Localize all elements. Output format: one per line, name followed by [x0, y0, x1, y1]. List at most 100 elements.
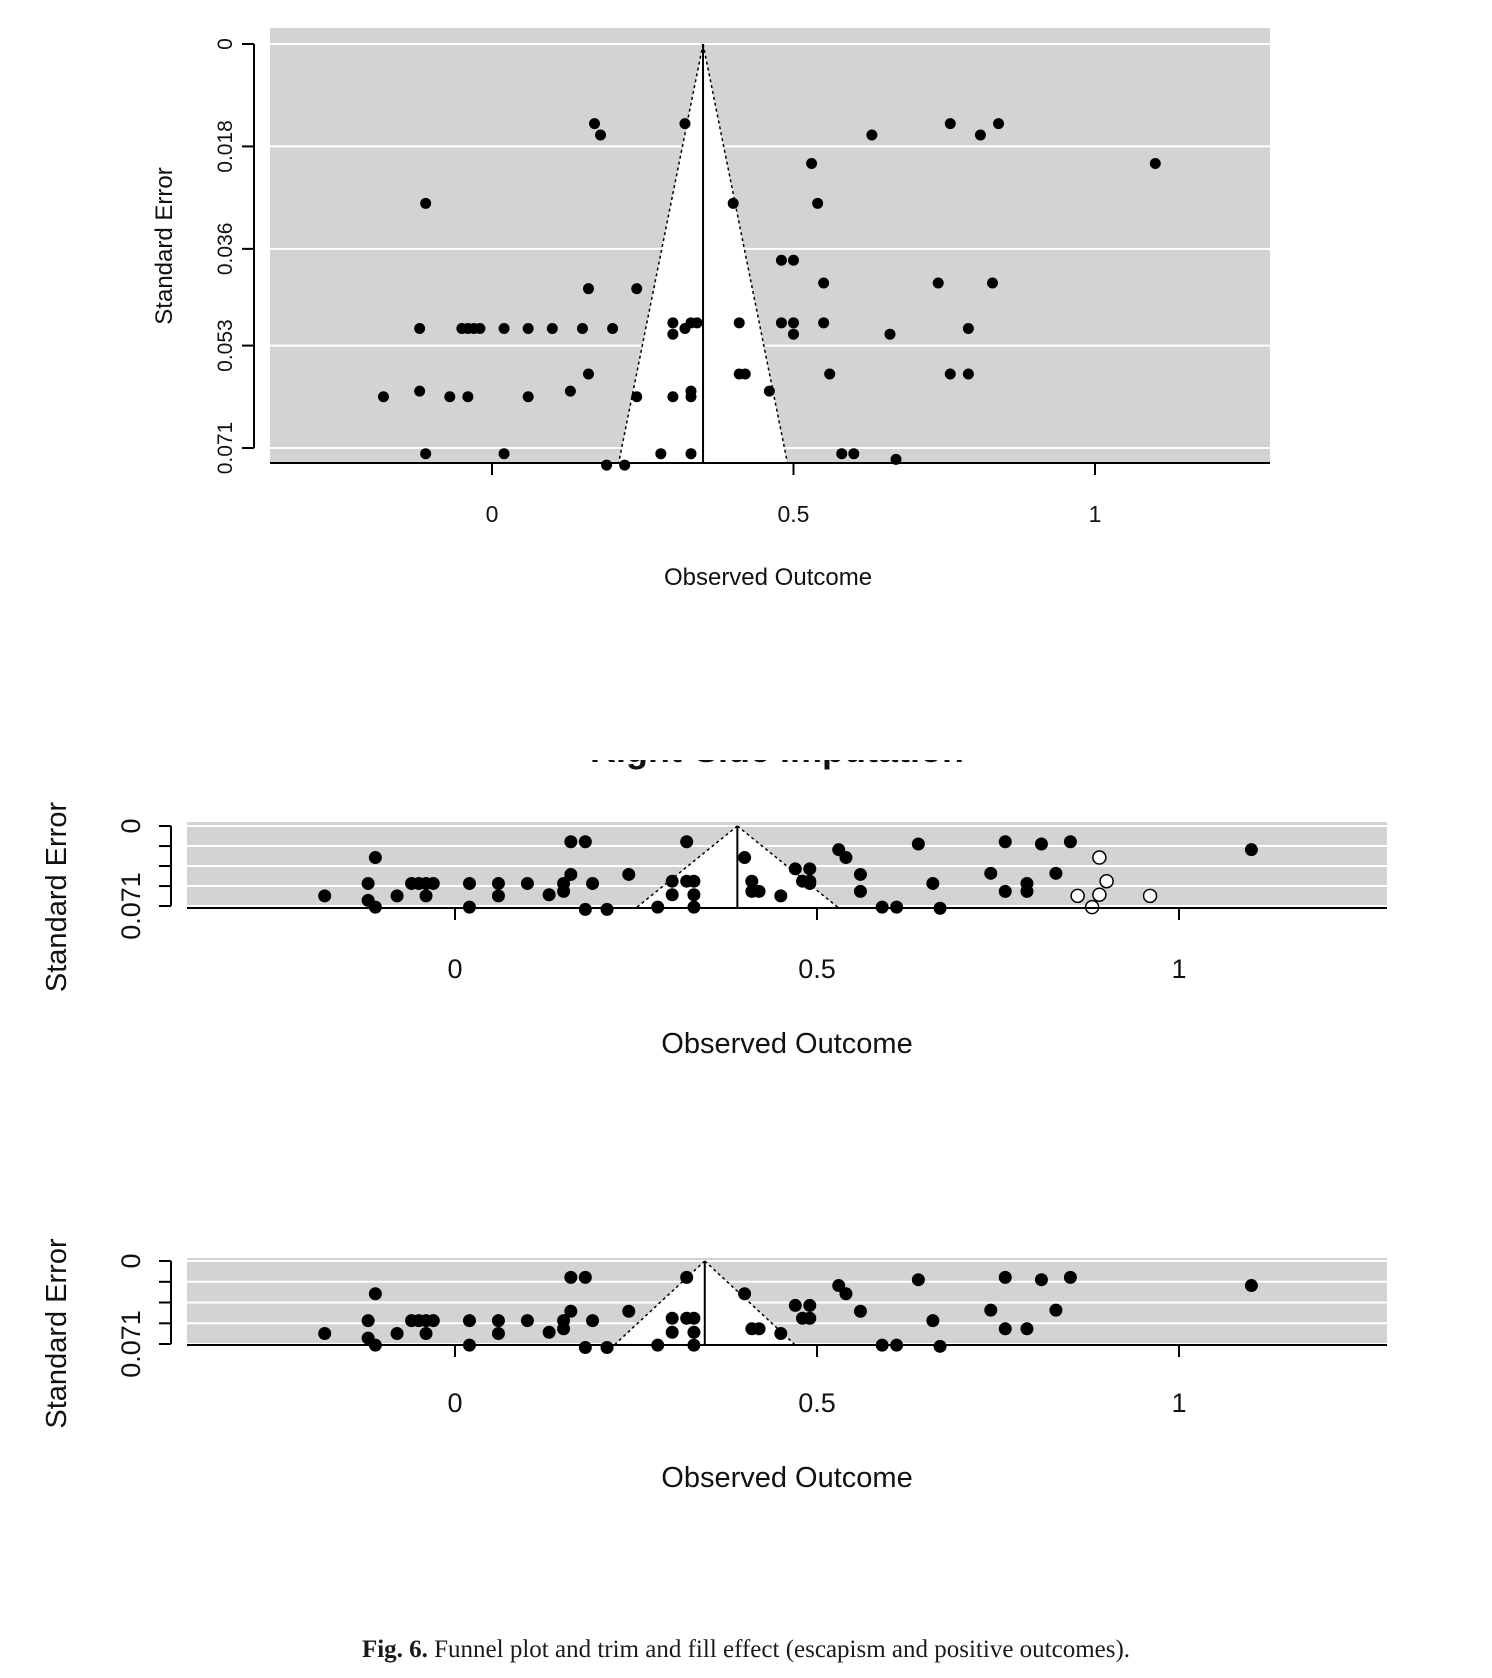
- data-point: [774, 889, 788, 903]
- data-point: [607, 323, 619, 335]
- data-point: [788, 328, 799, 340]
- x-tick-label: 0: [447, 1388, 462, 1418]
- funnel-plot-left-imputation-svg: Left-Side Imputation00.5100.071Observed …: [41, 1238, 1387, 1494]
- data-point: [622, 1304, 636, 1318]
- data-point: [839, 851, 853, 865]
- data-point: [578, 902, 592, 916]
- data-point: [680, 1270, 694, 1284]
- data-point: [557, 1322, 571, 1336]
- data-point: [818, 317, 830, 329]
- data-point: [601, 459, 613, 471]
- data-point: [665, 874, 679, 888]
- data-point: [1149, 157, 1161, 169]
- x-tick-label: 0.5: [778, 501, 810, 527]
- data-point: [933, 1339, 947, 1353]
- data-point: [1244, 843, 1258, 857]
- data-point: [853, 1304, 867, 1318]
- data-point: [619, 459, 631, 471]
- data-point: [853, 867, 867, 881]
- data-point: [368, 851, 382, 865]
- x-tick-label: 0: [486, 501, 499, 527]
- data-point: [739, 368, 751, 380]
- data-point: [419, 889, 433, 903]
- data-point: [962, 368, 974, 380]
- data-point: [685, 391, 697, 403]
- figure-caption: Fig. 6. Funnel plot and trim and fill ef…: [0, 1636, 1492, 1664]
- x-tick-label: 0: [447, 954, 462, 984]
- funnel-plot-left-imputation: Left-Side Imputation00.5100.071Observed …: [0, 1225, 1492, 1625]
- y-tick-label: 0.053: [214, 319, 237, 372]
- data-point: [866, 129, 878, 141]
- data-point: [775, 317, 787, 329]
- data-point: [665, 888, 679, 902]
- data-point: [775, 254, 787, 266]
- data-point: [848, 448, 860, 460]
- data-point: [361, 876, 375, 890]
- x-axis-label: Observed Outcome: [661, 1462, 912, 1494]
- data-point: [745, 874, 759, 888]
- data-point: [578, 1270, 592, 1284]
- data-point: [998, 1322, 1012, 1336]
- data-point: [932, 277, 944, 289]
- data-point: [1063, 1270, 1077, 1284]
- y-tick-label: 0.071: [116, 872, 146, 940]
- data-point: [557, 884, 571, 898]
- data-point: [738, 851, 752, 865]
- data-point: [911, 837, 925, 851]
- data-point: [667, 317, 679, 329]
- data-point: [595, 129, 607, 141]
- data-point: [542, 1325, 556, 1339]
- data-point: [812, 197, 824, 209]
- data-point: [752, 1322, 766, 1336]
- data-point: [752, 884, 766, 898]
- y-tick-label: 0.018: [214, 120, 237, 173]
- funnel-left-boundary: [635, 825, 738, 909]
- data-point: [1034, 1273, 1048, 1287]
- data-point: [582, 368, 594, 380]
- data-point: [631, 391, 643, 403]
- data-point: [586, 876, 600, 890]
- data-point: [582, 283, 594, 295]
- x-tick-label: 0.5: [798, 1388, 836, 1418]
- funnel-plot-right-imputation: Right-Side Imputation 0 0.5 1 0 0.071 Observed…: [0, 760, 1492, 1160]
- data-point: [824, 368, 836, 380]
- data-point: [839, 1287, 853, 1301]
- data-point: [444, 391, 456, 403]
- y-tick-label: 0: [214, 38, 237, 50]
- figure-caption-label: Fig. 6.: [361, 1636, 428, 1663]
- data-point: [586, 1314, 600, 1328]
- x-axis-label: Observed Outcome: [661, 1028, 912, 1060]
- data-point: [1020, 884, 1034, 898]
- data-point: [853, 884, 867, 898]
- data-point: [600, 902, 614, 916]
- data-point: [491, 889, 505, 903]
- data-point: [727, 197, 739, 209]
- data-point: [377, 391, 389, 403]
- data-point: [667, 328, 679, 340]
- data-point: [589, 118, 601, 130]
- funnel-plot-main: 0 0.5 1 0 0.018 0.036 0.053 0.071 Observed Outco…: [0, 0, 1492, 640]
- data-point: [522, 391, 534, 403]
- data-point: [564, 867, 578, 881]
- data-point: [836, 448, 848, 460]
- data-point: [390, 1326, 404, 1340]
- data-point: [420, 448, 432, 460]
- data-point: [774, 1326, 788, 1340]
- data-point: [426, 1314, 440, 1328]
- data-point: [498, 323, 510, 335]
- data-point: [520, 1314, 534, 1328]
- data-point: [462, 876, 476, 890]
- funnel-plot-main-svg: 0 0.5 1 0 0.018 0.036 0.053 0.071 Observed Outco…: [151, 28, 1270, 591]
- data-point: [368, 1287, 382, 1301]
- x-tick-label: 0.5: [798, 954, 836, 984]
- data-point: [733, 317, 745, 329]
- data-point: [361, 1314, 375, 1328]
- data-point: [631, 283, 643, 295]
- chart-title: Right-Side Imputation: [590, 760, 964, 770]
- data-point: [679, 118, 691, 130]
- data-point: [1063, 835, 1077, 849]
- data-point: [803, 876, 817, 890]
- y-axis-label: Standard Error: [41, 802, 73, 993]
- imputed-data-point: [1142, 888, 1158, 904]
- data-point: [462, 391, 474, 403]
